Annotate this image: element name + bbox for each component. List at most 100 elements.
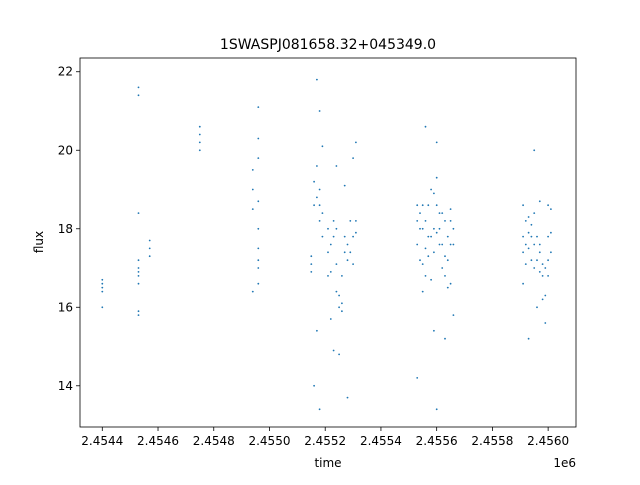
data-point [544, 294, 547, 297]
data-point [441, 243, 444, 246]
data-point [536, 306, 538, 309]
data-point [524, 220, 527, 222]
data-point [446, 286, 449, 289]
data-point [148, 239, 151, 242]
data-point [533, 267, 536, 269]
data-point [433, 192, 435, 195]
data-point [433, 329, 435, 332]
data-point [424, 275, 427, 277]
data-point [524, 263, 527, 265]
data-point [148, 247, 151, 250]
data-point [452, 227, 455, 230]
data-point [137, 282, 140, 285]
data-point [449, 243, 452, 246]
data-point [318, 204, 321, 207]
x-tick-label: 2.4546 [137, 434, 179, 448]
data-point [452, 314, 455, 316]
data-point [321, 145, 324, 148]
x-tick-label: 2.4552 [304, 434, 346, 448]
data-point [327, 227, 329, 230]
data-point [444, 220, 446, 222]
data-point [335, 227, 338, 230]
data-point [352, 235, 354, 238]
data-point [343, 235, 346, 238]
data-point [449, 220, 452, 222]
chart-title: 1SWASPJ081658.32+045349.0 [220, 37, 436, 53]
data-point [321, 212, 324, 215]
data-point [421, 263, 424, 265]
data-point [446, 235, 449, 238]
data-point [435, 408, 438, 411]
data-point [438, 243, 441, 246]
data-point [257, 200, 260, 203]
data-point [316, 165, 318, 167]
data-point [541, 263, 544, 265]
data-point [421, 290, 424, 293]
data-point [137, 259, 140, 262]
data-point [257, 282, 260, 285]
data-point [335, 290, 338, 293]
y-axis-label: flux [32, 231, 46, 253]
data-point [137, 94, 140, 97]
data-point [430, 235, 432, 238]
data-point [544, 322, 547, 324]
data-point [446, 259, 449, 262]
data-point [419, 212, 421, 215]
data-point [352, 263, 354, 265]
data-point [424, 220, 427, 222]
data-point [541, 298, 544, 301]
data-point [544, 267, 547, 269]
data-point [524, 243, 527, 246]
x-axis: 2.4544 2.4546 2.4548 2.4550 2.4552 2.4554 2.45… [81, 427, 569, 448]
data-point [148, 255, 151, 258]
plot-area [80, 58, 576, 427]
data-point [538, 200, 541, 203]
data-point [346, 259, 349, 262]
data-point [547, 275, 549, 277]
data-point [547, 204, 549, 207]
data-point [101, 278, 104, 281]
data-point [438, 212, 441, 215]
data-point [349, 220, 352, 222]
data-point [346, 243, 349, 246]
y-tick-label: 20 [58, 143, 73, 157]
data-point [427, 204, 430, 207]
data-point [444, 275, 446, 277]
data-point [435, 204, 438, 207]
data-point [533, 149, 536, 152]
data-point [444, 337, 446, 340]
data-point [316, 329, 318, 332]
data-point [198, 141, 201, 144]
data-point [137, 271, 140, 273]
data-point [452, 243, 455, 246]
data-point [257, 259, 260, 262]
data-point [441, 212, 444, 215]
data-point [416, 243, 419, 246]
x-tick-label: 2.4560 [527, 434, 569, 448]
data-point [251, 169, 254, 171]
data-point [547, 235, 549, 238]
data-point [329, 243, 332, 246]
data-point [355, 220, 357, 222]
data-point [310, 271, 313, 273]
x-tick-label: 2.4550 [248, 434, 290, 448]
data-point [251, 188, 254, 191]
data-point [257, 106, 260, 108]
data-point [343, 251, 346, 254]
data-point [530, 223, 533, 226]
data-point [430, 188, 432, 191]
data-point [435, 176, 438, 179]
data-point [416, 220, 419, 222]
data-point [316, 196, 318, 199]
data-point [435, 141, 438, 144]
data-point [352, 157, 354, 160]
plot-frame [79, 57, 577, 428]
data-point [527, 337, 530, 340]
data-point [137, 267, 140, 269]
y-axis: 14 16 18 20 22 [58, 65, 80, 393]
data-point [101, 286, 104, 289]
data-point [329, 271, 332, 273]
x-tick-label: 2.4556 [416, 434, 458, 448]
data-point [346, 396, 349, 399]
